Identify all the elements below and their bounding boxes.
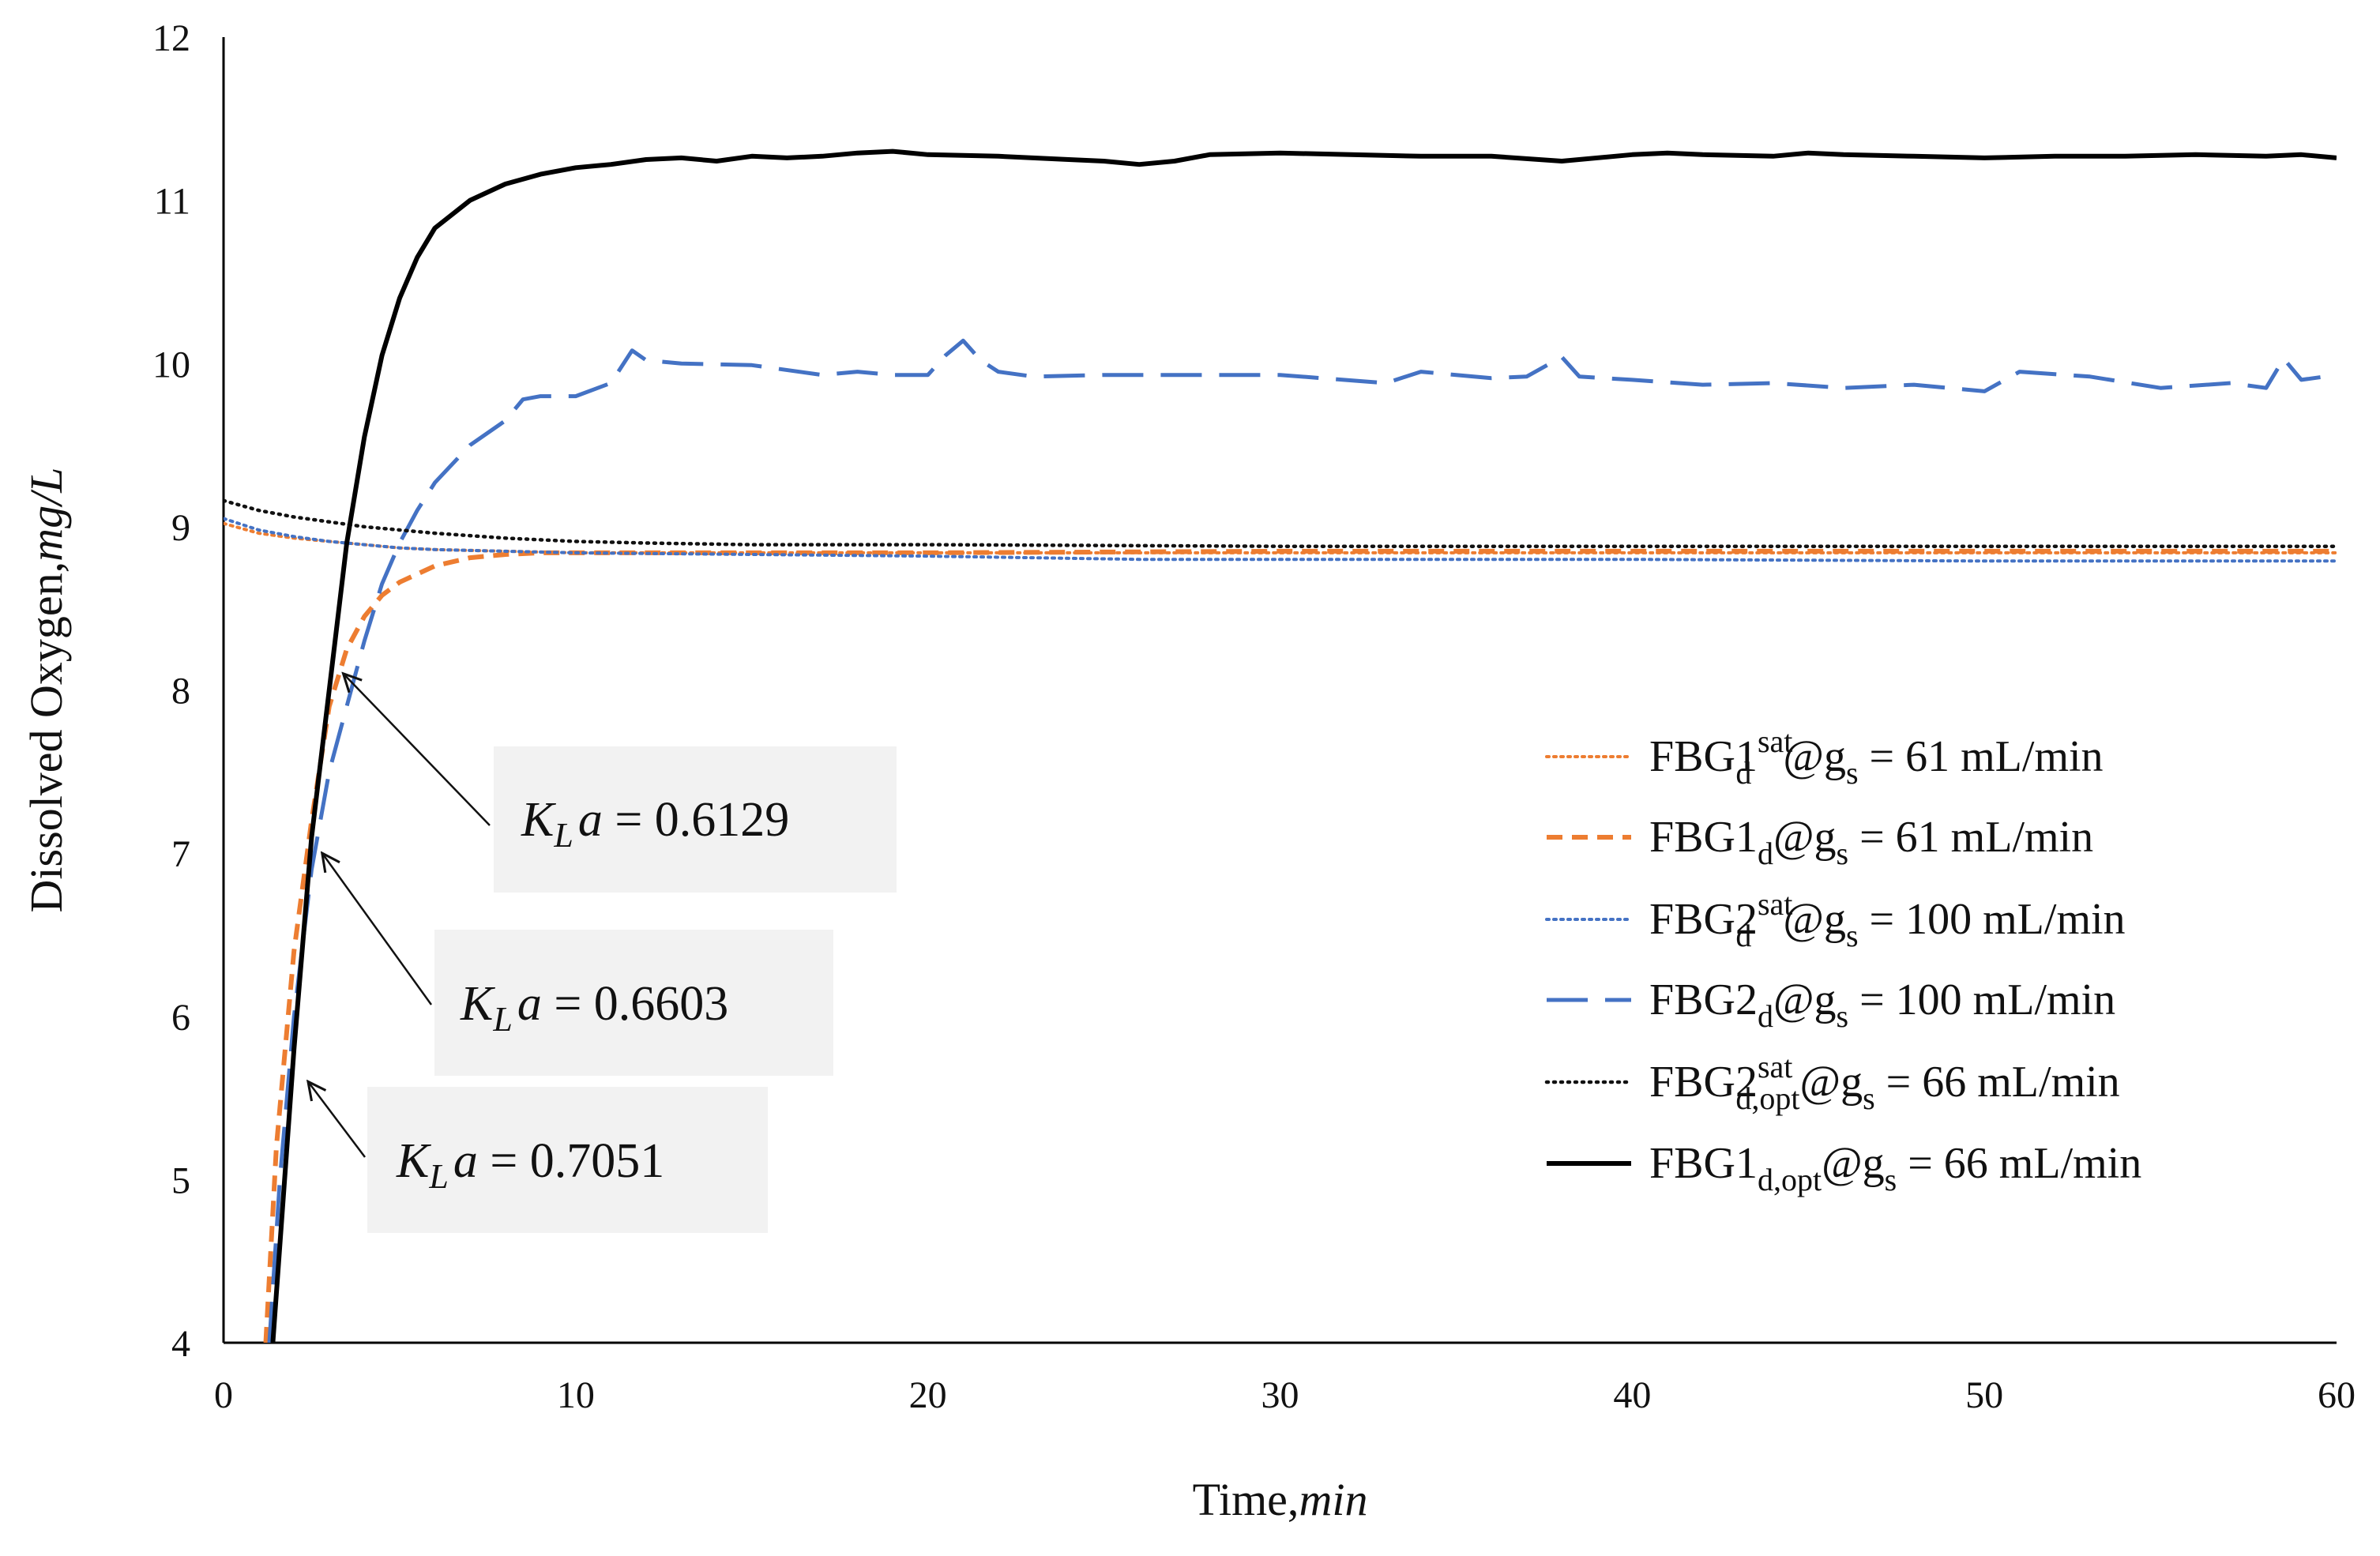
legend-item-fbg2-opt-sat: FBG2sat d,opt@gs = 66 mL/min — [1544, 1049, 2120, 1116]
x-tick-label: 0 — [214, 1374, 233, 1416]
legend-label: FBG1d,opt@gs = 66 mL/min — [1649, 1139, 2141, 1197]
series-line-fbg1-opt — [270, 148, 2337, 1343]
x-tick-label: 50 — [1965, 1374, 2003, 1416]
axis-labels: Time,min Dissolved Oxygen,mg/L — [21, 468, 1367, 1525]
series-line-fbg2-opt-sat — [224, 498, 2337, 548]
legend-item-fbg1-sat: FBG1sat d @gs = 61 mL/min — [1545, 724, 2104, 791]
y-tick-label: 4 — [171, 1323, 190, 1365]
series-line-fbg2 — [267, 338, 2337, 1343]
annotation-text: KLa = 0.6129 — [521, 793, 789, 855]
x-axis-title: Time,min — [1193, 1474, 1368, 1525]
legend-item-fbg1-opt: FBG1d,opt@gs = 66 mL/min — [1547, 1139, 2141, 1197]
y-tick-label: 9 — [171, 507, 190, 549]
y-tick-label: 7 — [171, 833, 190, 875]
y-tick-label: 6 — [171, 997, 190, 1039]
annotation-arrow — [322, 853, 433, 1005]
annotation-box — [367, 1087, 768, 1233]
y-axis-title: Dissolved Oxygen,mg/L — [21, 468, 72, 913]
y-tick-label: 10 — [152, 344, 190, 385]
legend-label: FBG1d@gs = 61 mL/min — [1649, 813, 2093, 871]
legend-label: FBG2sat d @gs = 100 mL/min — [1649, 886, 2126, 953]
legend-item-fbg2: FBG2d@gs = 100 mL/min — [1547, 975, 2115, 1034]
legend-label: FBG2sat d,opt@gs = 66 mL/min — [1649, 1049, 2120, 1116]
axes: 0 10 20 30 40 50 60 4 5 6 7 8 9 10 11 12 — [152, 17, 2356, 1416]
annotation-box — [434, 930, 833, 1076]
legend: FBG1sat d @gs = 61 mL/min FBG1d@gs = 61 mL/… — [1544, 724, 2141, 1197]
annotations: KLa = 0.6129 KLa = 0.6603 KLa = 0.7051 — [308, 674, 897, 1233]
y-tick-label: 11 — [154, 181, 190, 223]
x-tick-label: 60 — [2318, 1374, 2356, 1416]
legend-label: FBG2d@gs = 100 mL/min — [1649, 975, 2115, 1034]
y-tick-label: 12 — [152, 17, 190, 59]
annotation-arrow — [308, 1081, 366, 1158]
legend-label: FBG1sat d @gs = 61 mL/min — [1649, 724, 2104, 791]
legend-item-fbg1: FBG1d@gs = 61 mL/min — [1547, 813, 2093, 871]
x-tick-label: 40 — [1613, 1374, 1651, 1416]
annotation-text: KLa = 0.7051 — [396, 1134, 664, 1196]
plot-area — [224, 148, 2337, 1343]
x-tick-label: 20 — [909, 1374, 947, 1416]
y-tick-label: 5 — [171, 1159, 190, 1201]
annotation-arrow — [344, 674, 491, 826]
legend-item-fbg2-sat: FBG2sat d @gs = 100 mL/min — [1545, 886, 2126, 953]
x-tick-label: 10 — [557, 1374, 595, 1416]
annotation-box — [494, 746, 897, 893]
series-line-fbg2-sat — [224, 517, 2337, 563]
y-tick-label: 8 — [171, 671, 190, 712]
annotation-text: KLa = 0.6603 — [460, 977, 728, 1039]
x-tick-label: 30 — [1261, 1374, 1299, 1416]
